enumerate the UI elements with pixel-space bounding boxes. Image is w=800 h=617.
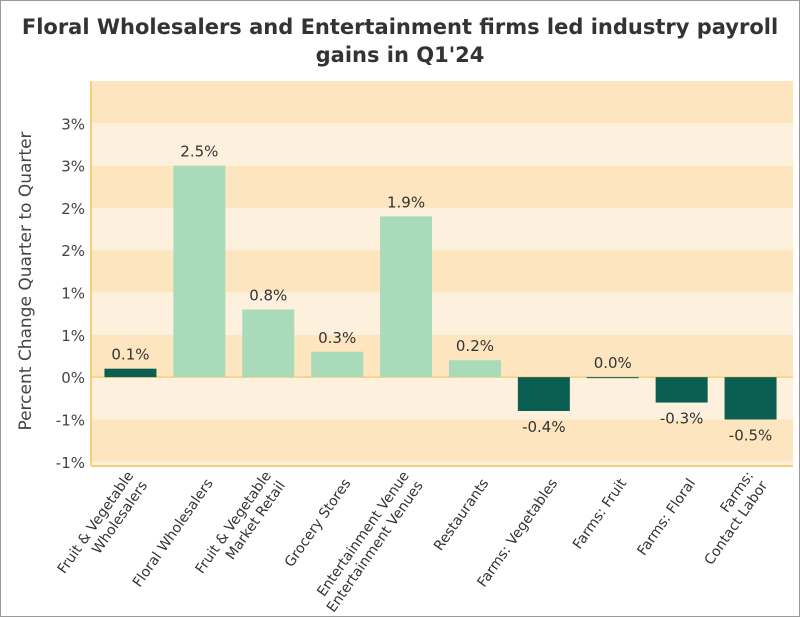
data-label: 0.8% bbox=[249, 286, 287, 304]
data-label: -0.4% bbox=[522, 418, 566, 436]
bar bbox=[724, 377, 777, 420]
data-label: 0.3% bbox=[318, 329, 356, 347]
x-tick-label: Entertainment VenueEntertainment Venues bbox=[310, 469, 427, 616]
y-tick-label: 2% bbox=[61, 242, 85, 260]
data-label: -0.3% bbox=[660, 410, 704, 428]
bar bbox=[242, 309, 295, 378]
x-tick-label: Farms: Vegetables bbox=[475, 476, 562, 590]
y-tick-label: 2% bbox=[61, 200, 85, 218]
y-tick-label: 1% bbox=[61, 327, 85, 345]
grid-band bbox=[91, 81, 793, 124]
x-tick-label: Restaurants bbox=[431, 476, 492, 554]
y-tick-label: 3% bbox=[61, 115, 85, 133]
x-tick-label: Farms: Fruit bbox=[570, 476, 630, 553]
y-tick-label: 3% bbox=[61, 158, 85, 176]
y-tick-label: -1% bbox=[56, 411, 85, 429]
data-label: 1.9% bbox=[387, 193, 425, 211]
grid-band bbox=[91, 461, 793, 466]
x-tick-label: Farms: Floral bbox=[634, 476, 699, 559]
bar bbox=[655, 377, 708, 403]
data-label: 0.2% bbox=[456, 337, 494, 355]
bar bbox=[311, 351, 364, 378]
y-tick-label: -1% bbox=[56, 454, 85, 472]
bar bbox=[586, 377, 639, 379]
bar bbox=[104, 368, 157, 378]
bar bbox=[380, 216, 433, 378]
data-label: 0.1% bbox=[111, 346, 149, 364]
y-tick-label: 1% bbox=[61, 285, 85, 303]
bar bbox=[517, 377, 570, 411]
bar bbox=[448, 360, 501, 378]
data-label: -0.5% bbox=[729, 426, 773, 444]
grid-band bbox=[91, 123, 793, 166]
grid-band bbox=[91, 419, 793, 462]
chart-title: Floral Wholesalers and Entertainment fir… bbox=[21, 15, 779, 67]
x-tick-label: Fruit & VegetableWholesalers bbox=[55, 469, 151, 587]
bar bbox=[173, 165, 226, 378]
x-tick-label: Farms:Contact Labor bbox=[688, 468, 772, 568]
y-tick-label: 0% bbox=[61, 369, 85, 387]
data-label: 2.5% bbox=[180, 143, 218, 161]
data-label: 0.0% bbox=[594, 354, 632, 372]
